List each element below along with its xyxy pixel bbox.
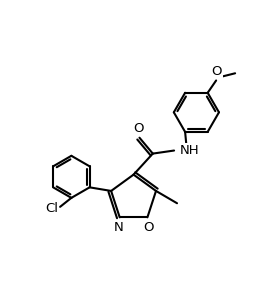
Text: O: O — [211, 65, 222, 78]
Text: O: O — [133, 122, 143, 135]
Text: N: N — [113, 221, 123, 234]
Text: NH: NH — [180, 144, 199, 157]
Text: O: O — [144, 221, 154, 234]
Text: Cl: Cl — [45, 202, 58, 215]
